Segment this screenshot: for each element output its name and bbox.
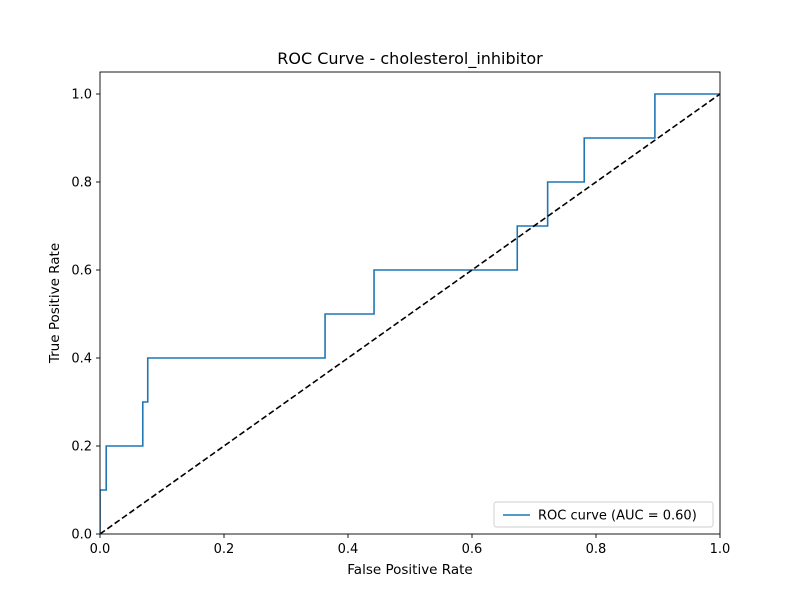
x-tick-label: 0.0 xyxy=(90,542,111,557)
y-tick-label: 0.6 xyxy=(71,264,92,279)
y-tick-label: 0.4 xyxy=(71,352,92,367)
y-tick-label: 0.2 xyxy=(71,440,92,455)
x-tick-label: 0.8 xyxy=(586,542,607,557)
x-tick-label: 0.2 xyxy=(214,542,235,557)
x-tick-label: 1.0 xyxy=(710,542,731,557)
y-tick-label: 0.8 xyxy=(71,176,92,191)
x-tick-label: 0.4 xyxy=(338,542,359,557)
x-tick-label: 0.6 xyxy=(462,542,483,557)
x-axis-label: False Positive Rate xyxy=(347,562,472,578)
y-axis-label: True Positive Rate xyxy=(47,243,63,364)
chance-diagonal-line xyxy=(100,93,720,534)
roc-curve-line xyxy=(100,93,720,534)
chart-title: ROC Curve - cholesterol_inhibitor xyxy=(277,49,543,69)
legend-box xyxy=(493,501,714,528)
y-tick-label: 1.0 xyxy=(71,88,92,103)
y-tick-label: 0.0 xyxy=(71,528,92,543)
plot-area: 0.0 0.2 0.4 0.6 0.8 1.0 0.0 0.2 0.4 0.6 0.8 1.0 ROC … xyxy=(71,71,731,557)
axes-frame xyxy=(99,71,721,535)
legend-label: ROC curve (AUC = 0.60) xyxy=(538,509,697,524)
legend: ROC curve (AUC = 0.60) xyxy=(493,501,714,528)
